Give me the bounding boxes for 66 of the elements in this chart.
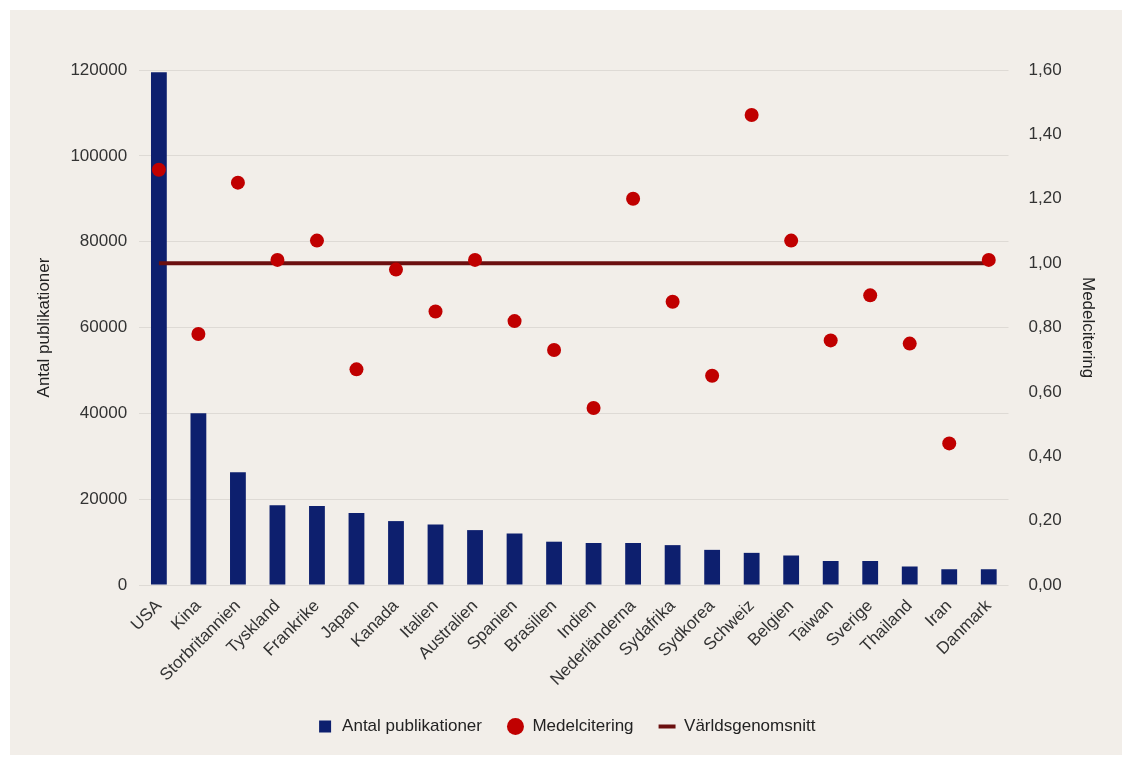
point xyxy=(507,314,522,329)
y-tick-label: 80000 xyxy=(79,231,128,251)
bar xyxy=(506,533,523,585)
point xyxy=(547,343,562,358)
point xyxy=(823,333,838,348)
point xyxy=(151,162,166,177)
bar xyxy=(941,569,958,585)
y2-tick-label: 0,40 xyxy=(1028,445,1062,465)
legend-label: Antal publikationer xyxy=(342,716,483,736)
bar xyxy=(585,542,602,585)
point xyxy=(626,191,641,206)
bar xyxy=(783,555,800,585)
legend-label: Världsgenomsnitt xyxy=(684,716,816,736)
y-tick-label: 100000 xyxy=(70,145,128,165)
point xyxy=(388,262,403,277)
bar xyxy=(309,506,325,585)
bar xyxy=(190,413,207,585)
point xyxy=(230,175,245,190)
y2-tick-label: 1,00 xyxy=(1028,252,1062,272)
y2-tick-label: 1,40 xyxy=(1028,124,1062,144)
point xyxy=(705,368,720,383)
point xyxy=(981,252,996,267)
y2-axis-title: Medelcitering xyxy=(1079,276,1099,379)
y-tick-label: 60000 xyxy=(79,317,128,337)
point xyxy=(349,362,364,377)
point xyxy=(270,252,285,267)
legend-label: Medelcitering xyxy=(532,716,634,736)
bar xyxy=(704,549,721,585)
point xyxy=(191,326,206,341)
y-tick-label: 20000 xyxy=(79,488,128,508)
y-tick-label: 120000 xyxy=(70,59,128,79)
x-tick-label: USA xyxy=(126,595,166,635)
bar xyxy=(427,524,444,585)
bar xyxy=(388,521,404,585)
bar xyxy=(546,541,562,585)
bar xyxy=(743,552,760,585)
y2-tick-label: 0,20 xyxy=(1028,510,1062,530)
point xyxy=(784,233,799,248)
y2-tick-label: 0,80 xyxy=(1028,317,1062,337)
point xyxy=(309,233,324,248)
point xyxy=(744,108,759,123)
y-axis-title: Antal publikationer xyxy=(33,257,53,398)
bar xyxy=(348,512,365,585)
y-tick-label: 0 xyxy=(117,574,128,594)
y2-tick-label: 1,20 xyxy=(1028,188,1062,208)
point xyxy=(942,436,957,451)
point xyxy=(902,336,917,351)
bar xyxy=(980,569,997,585)
y2-tick-label: 1,60 xyxy=(1028,59,1062,79)
point xyxy=(863,288,878,303)
bar xyxy=(822,561,839,585)
bar xyxy=(625,542,641,585)
point xyxy=(665,294,680,309)
bar xyxy=(862,561,879,585)
bar xyxy=(664,545,681,585)
point xyxy=(586,401,601,415)
bar xyxy=(901,566,918,585)
bar xyxy=(230,472,246,585)
point xyxy=(468,252,483,267)
bar xyxy=(467,530,483,585)
point xyxy=(428,304,443,319)
bar xyxy=(150,72,167,585)
y2-tick-label: 0,60 xyxy=(1028,381,1062,401)
y2-tick-label: 0,00 xyxy=(1028,574,1062,594)
bar xyxy=(269,505,286,585)
y-tick-label: 40000 xyxy=(79,403,128,423)
